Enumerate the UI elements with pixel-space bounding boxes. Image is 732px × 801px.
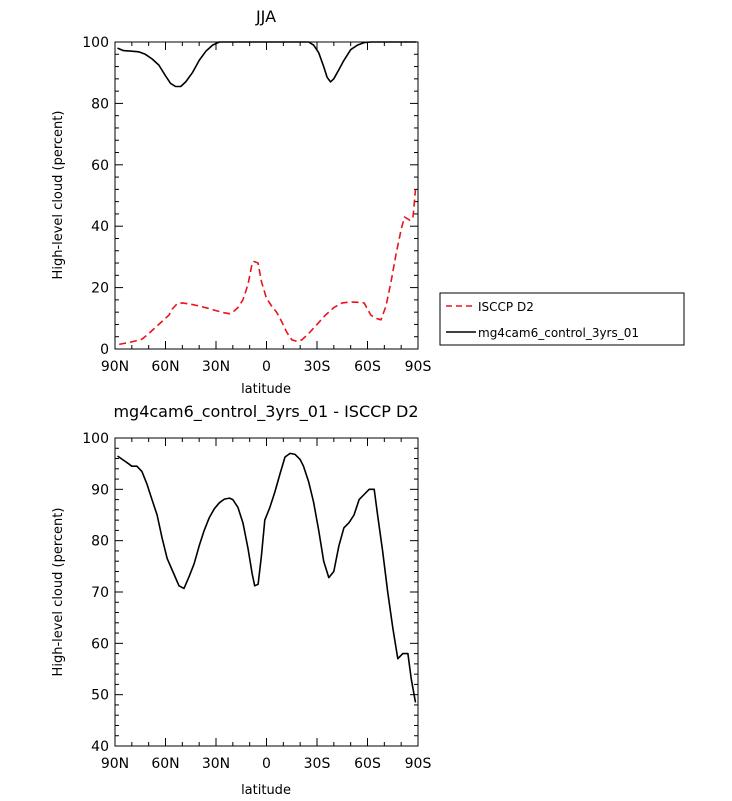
x-tick-label-bottom: 60S [354, 756, 381, 772]
y-tick-label-top: 100 [82, 35, 109, 51]
x-tick-label-top: 0 [262, 359, 271, 375]
x-tick-label-bottom: 60N [151, 756, 179, 772]
legend-label-isccp: ISCCP D2 [478, 300, 534, 314]
series-line-bottom-0 [117, 452, 417, 703]
y-tick-label-top: 20 [91, 281, 109, 297]
y-tick-label-bottom: 100 [82, 431, 109, 447]
axis-ticks-bottom: 90N 60N 30N 0 30S 60S 90S 40 50 60 70 80 90 100 [82, 431, 431, 772]
x-tick-label-top: 90N [101, 359, 129, 375]
y-tick-label-bottom: 40 [91, 739, 109, 755]
plot-frame-top [114, 41, 419, 350]
legend-label-model: mg4cam6_control_3yrs_01 [478, 326, 639, 340]
legend-box [439, 292, 685, 346]
y-tick-label-bottom: 50 [91, 688, 109, 704]
y-tick-label-top: 40 [91, 219, 109, 235]
plot-frame-bottom [114, 437, 419, 747]
x-tick-label-top: 60S [354, 359, 381, 375]
legend: ISCCP D2 mg4cam6_control_3yrs_01 [439, 292, 685, 346]
x-axis-label-bottom: latitude [241, 783, 291, 798]
y-tick-label-bottom: 90 [91, 482, 109, 498]
y-axis-label-bottom: High-level cloud (percent) [51, 508, 66, 677]
series-line-top-0 [119, 189, 417, 346]
panel-bottom-chart: mg4cam6_control_3yrs_01 - ISCCP D2 90N 60… [51, 402, 431, 798]
series-group-top [117, 41, 417, 346]
y-tick-label-bottom: 70 [91, 585, 109, 601]
axis-ticks-top: 90N 60N 30N 0 30S 60S 90S 0 20 40 60 80 100 [82, 35, 431, 375]
y-axis-label-top: High-level cloud (percent) [51, 111, 66, 280]
chart-title-bottom: mg4cam6_control_3yrs_01 - ISCCP D2 [113, 402, 418, 422]
x-tick-label-bottom: 0 [262, 756, 271, 772]
x-tick-label-bottom: 30S [304, 756, 331, 772]
x-axis-label-top: latitude [241, 382, 291, 397]
x-tick-label-bottom: 90S [405, 756, 432, 772]
panel-top-chart: JJA 90N 60N 30N 0 30S 60S 90S 0 20 40 60 80 100 lati… [51, 7, 431, 397]
y-tick-label-bottom: 80 [91, 534, 109, 550]
y-tick-label-top: 0 [100, 342, 109, 358]
chart-title-top: JJA [255, 7, 276, 26]
series-line-top-1 [117, 41, 417, 88]
y-tick-label-bottom: 60 [91, 636, 109, 652]
series-group-bottom [117, 452, 417, 703]
y-tick-label-top: 60 [91, 158, 109, 174]
x-tick-label-top: 30S [304, 359, 331, 375]
x-tick-label-top: 90S [405, 359, 432, 375]
x-tick-label-top: 30N [202, 359, 230, 375]
y-tick-label-top: 80 [91, 96, 109, 112]
x-tick-label-bottom: 30N [202, 756, 230, 772]
x-tick-label-top: 60N [151, 359, 179, 375]
x-tick-label-bottom: 90N [101, 756, 129, 772]
